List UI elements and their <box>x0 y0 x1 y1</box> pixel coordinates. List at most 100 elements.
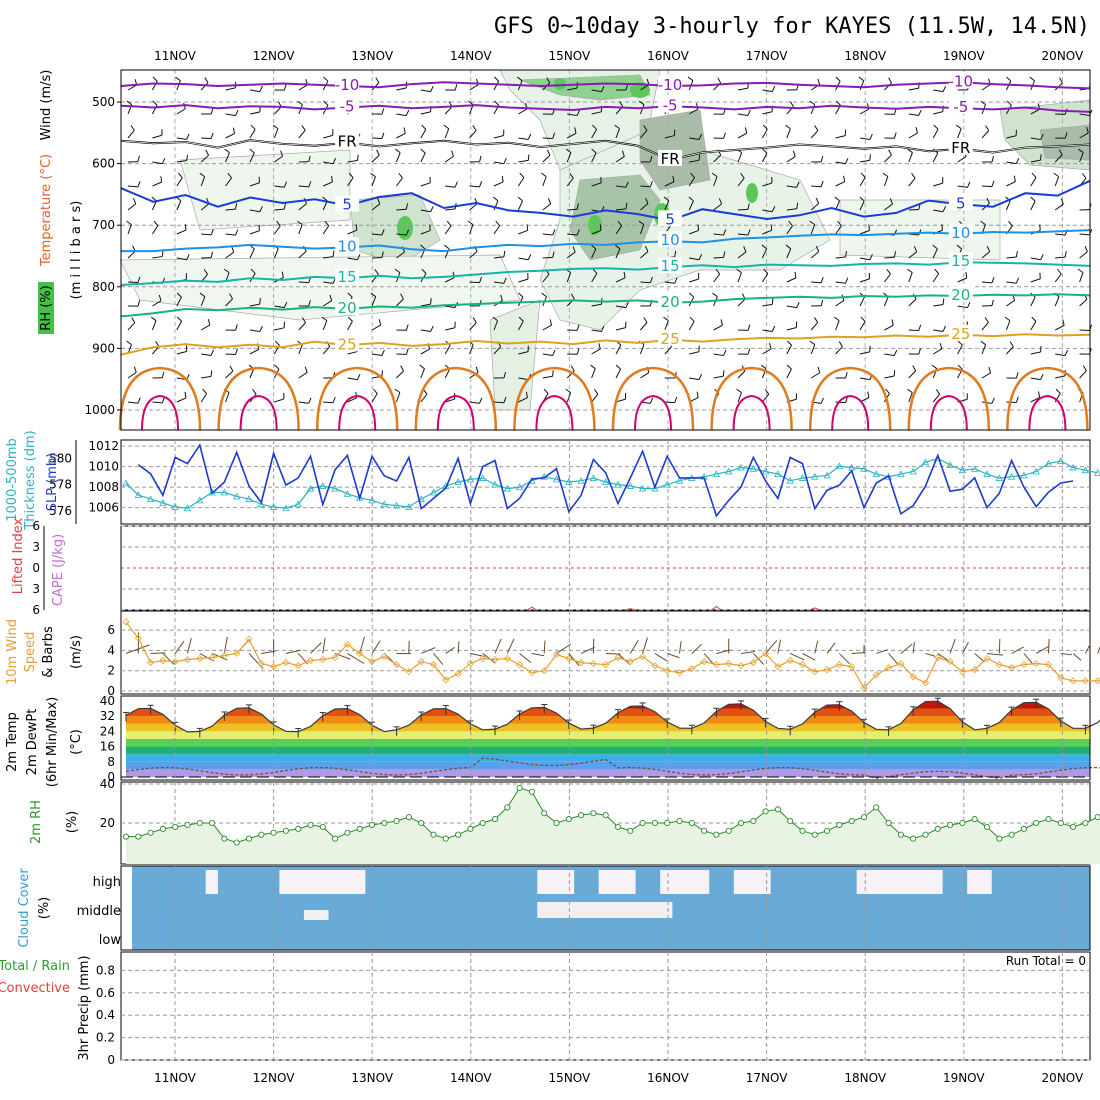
thickness-point <box>515 483 524 491</box>
chart-title: GFS 0~10day 3-hourly for KAYES (11.5W, 1… <box>494 14 1090 39</box>
rh-point <box>762 808 769 815</box>
thickness-point <box>454 478 462 485</box>
wind-barb <box>737 208 749 211</box>
wind-speed-point <box>417 658 425 666</box>
thickness-point <box>638 484 647 492</box>
wind-barb <box>1006 135 1017 139</box>
wind-barb <box>974 653 986 663</box>
wind-barb-flag <box>619 101 624 107</box>
rh-point <box>233 839 240 846</box>
cloud-gap-high <box>598 870 636 894</box>
wind-barb <box>200 393 208 403</box>
wind-barb <box>420 209 431 213</box>
wind-barb-flag <box>638 100 645 106</box>
rh-tick-label: 20 <box>100 816 115 830</box>
wind-barb-flag <box>712 292 718 298</box>
wind-barb-flag <box>860 316 866 322</box>
wind-barb <box>493 320 499 331</box>
wind-barb <box>469 344 474 355</box>
wind-barb-flag <box>1064 251 1067 258</box>
temp-tick-label: 16 <box>100 740 115 754</box>
wind-barb <box>762 209 773 213</box>
wind-barb-flag <box>232 127 236 134</box>
wind-barb-flag <box>235 324 238 331</box>
thickness-point <box>971 465 979 472</box>
wind-barb-flag <box>137 181 141 188</box>
rh-point <box>639 819 646 827</box>
wind-barb <box>298 104 303 115</box>
contour-label-bg <box>948 324 973 341</box>
rh-point <box>910 835 917 842</box>
wind-barb <box>1011 646 1024 654</box>
wind-barb <box>225 177 232 187</box>
wind-barb-flag <box>723 229 727 236</box>
wind-barb <box>1054 203 1064 211</box>
wind-barb <box>883 296 889 307</box>
wind-barb-flag <box>1040 254 1044 260</box>
wind-barb <box>908 370 917 379</box>
warm-contour <box>1006 366 1089 431</box>
li-tick-label: 3 <box>32 582 40 596</box>
wind-barb-flag <box>820 180 824 187</box>
rh-point <box>1020 825 1027 832</box>
wind-barb <box>542 375 553 379</box>
wind-barb-flag <box>788 220 793 227</box>
wind-barb-flag <box>689 316 695 322</box>
thickness-point <box>269 503 278 510</box>
wind-barb <box>932 152 939 163</box>
rh-point <box>873 804 880 811</box>
wind-barb-flag <box>274 364 280 370</box>
contour-label: -5 <box>663 96 678 114</box>
rh-point <box>799 827 806 834</box>
wind-barb-flag <box>590 364 596 370</box>
wind-barb <box>371 137 383 140</box>
wind-barb <box>298 203 307 211</box>
wind-barb-flag <box>912 365 917 372</box>
wind-barb <box>640 322 648 331</box>
wind-barb <box>517 321 524 331</box>
wind-barb <box>786 305 797 309</box>
thickness-point <box>872 470 880 478</box>
thickness-point <box>503 484 511 492</box>
wind-barb <box>371 176 376 187</box>
wind-barb <box>347 377 358 381</box>
wind-barb-flag <box>815 197 820 204</box>
wind-barb-flag <box>324 220 330 227</box>
wind-barb <box>933 303 944 307</box>
thickness-point <box>368 496 376 504</box>
wind-barb <box>981 130 990 139</box>
wind-barb <box>323 281 334 284</box>
wind-barb <box>518 229 528 235</box>
wind-barb-flag <box>381 229 385 236</box>
wind-speed-point <box>909 673 917 681</box>
wind-barb <box>249 129 256 139</box>
wind-barb <box>176 229 187 235</box>
wind-barb <box>591 329 602 333</box>
wind-barb-flag <box>229 365 234 372</box>
hot-contour <box>141 394 179 431</box>
wind-speed-point <box>479 654 487 663</box>
wind-barb <box>420 230 431 235</box>
wind-barb-flag <box>576 203 579 210</box>
warm-contour <box>710 366 793 431</box>
wind-barb-flag <box>888 77 892 84</box>
li-axis-label: Lifted Index <box>11 517 26 594</box>
precip-tick-label: 0 <box>107 1053 115 1067</box>
wind-barb <box>493 181 504 187</box>
wind-barb-flag <box>942 298 945 305</box>
cloud-gap-high <box>660 870 710 894</box>
wind-barb-flag <box>674 396 678 403</box>
wind-barb <box>371 296 377 307</box>
wind-barb-flag <box>274 340 280 346</box>
wind-barb <box>908 208 919 211</box>
wind-barb <box>762 182 773 187</box>
wind-barb-flag <box>472 125 477 131</box>
wind-barb <box>444 345 451 355</box>
wind-barb <box>786 156 796 163</box>
rh-point <box>713 831 720 838</box>
wind-barb-flag <box>786 364 792 370</box>
wind-barb <box>713 176 718 187</box>
temperature-contour <box>120 333 1091 356</box>
wind-barb <box>981 84 991 91</box>
wind-barb-flag <box>184 224 187 231</box>
